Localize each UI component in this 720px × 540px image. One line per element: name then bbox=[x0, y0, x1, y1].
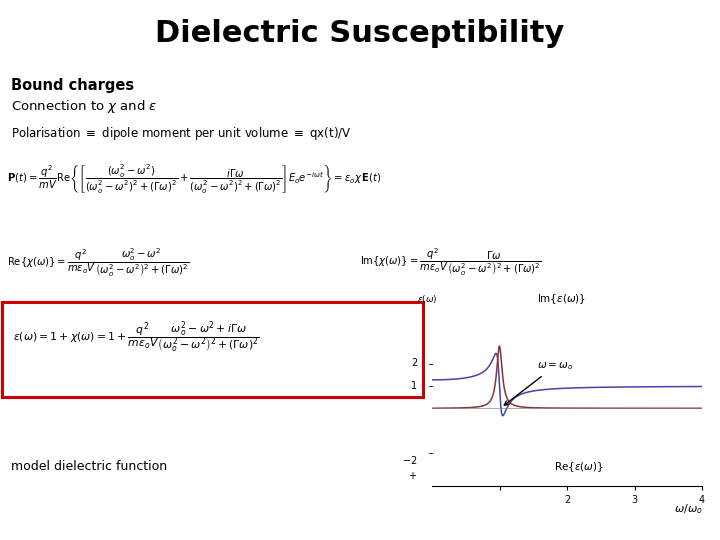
Text: $\varepsilon(\omega) = 1 + \chi(\omega) = 1 + \dfrac{q^2}{m\varepsilon_o V}\dfra: $\varepsilon(\omega) = 1 + \chi(\omega) … bbox=[13, 319, 259, 355]
Text: $\mathbf{P}(t) = \dfrac{q^2}{mV}\mathrm{Re}\left\{\left[\dfrac{(\omega_o^2 - \om: $\mathbf{P}(t) = \dfrac{q^2}{mV}\mathrm{… bbox=[7, 162, 382, 195]
Text: Dielectric Susceptibility: Dielectric Susceptibility bbox=[156, 19, 564, 48]
Text: 2: 2 bbox=[411, 358, 417, 368]
Text: $\mathrm{Re}\{\chi(\omega)\} = \dfrac{q^2}{m\varepsilon_o V}\dfrac{\omega_o^2 - : $\mathrm{Re}\{\chi(\omega)\} = \dfrac{q^… bbox=[7, 246, 189, 279]
Text: Polarisation $\equiv$ dipole moment per unit volume $\equiv$ qx(t)/V: Polarisation $\equiv$ dipole moment per … bbox=[11, 125, 351, 142]
Text: $-2$: $-2$ bbox=[402, 454, 417, 466]
Text: $\mathrm{Im}\{\varepsilon(\omega)\}$: $\mathrm{Im}\{\varepsilon(\omega)\}$ bbox=[536, 292, 586, 306]
Text: $+$: $+$ bbox=[408, 470, 417, 481]
Text: Bound charges: Bound charges bbox=[11, 78, 134, 93]
Text: 1: 1 bbox=[411, 381, 417, 391]
Text: $\omega = \omega_o$: $\omega = \omega_o$ bbox=[504, 360, 573, 405]
Text: model dielectric function: model dielectric function bbox=[11, 460, 167, 473]
Text: $\mathrm{Re}\{\varepsilon(\omega)\}$: $\mathrm{Re}\{\varepsilon(\omega)\}$ bbox=[554, 461, 603, 474]
Text: Connection to $\chi$ and $\varepsilon$: Connection to $\chi$ and $\varepsilon$ bbox=[11, 98, 158, 115]
Text: $\mathrm{Im}\{\chi(\omega)\} = \dfrac{q^2}{m\varepsilon_o V}\dfrac{\Gamma\omega}: $\mathrm{Im}\{\chi(\omega)\} = \dfrac{q^… bbox=[360, 246, 541, 278]
Text: $\varepsilon(\omega)$: $\varepsilon(\omega)$ bbox=[417, 293, 438, 305]
X-axis label: $\omega/\omega_o$: $\omega/\omega_o$ bbox=[674, 502, 703, 516]
